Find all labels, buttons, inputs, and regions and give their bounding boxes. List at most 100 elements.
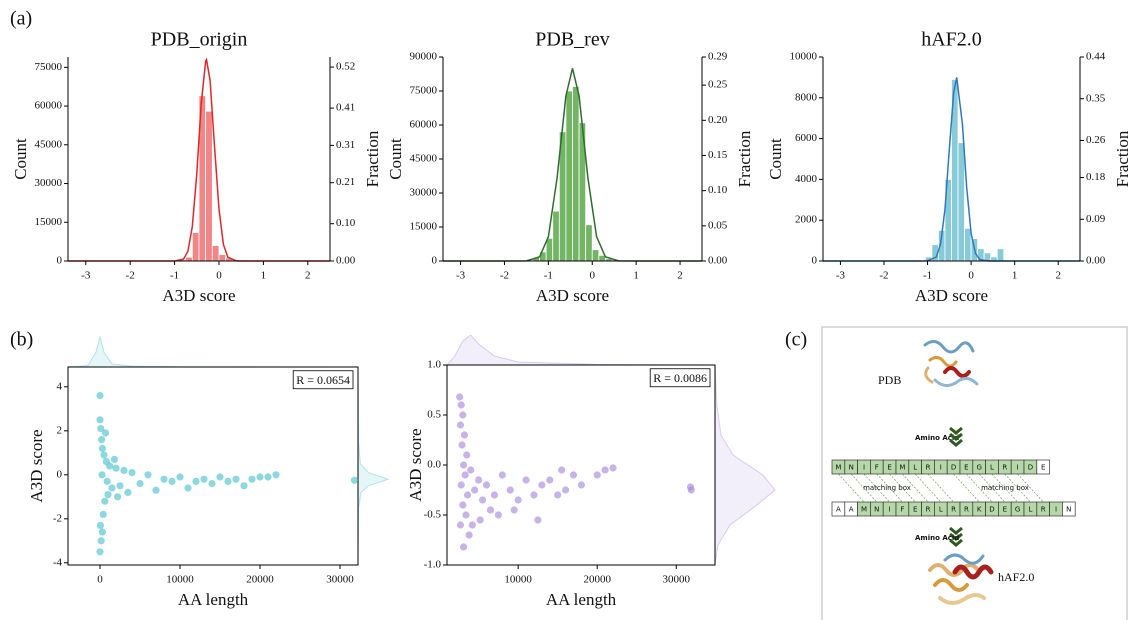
match-link xyxy=(1017,473,1044,503)
point xyxy=(96,416,104,424)
y-tick-label: 0.5 xyxy=(427,409,441,421)
point xyxy=(160,475,168,483)
x-tick-label: -1 xyxy=(923,270,932,282)
point xyxy=(456,521,465,529)
x-tick-label: 30000 xyxy=(326,574,354,586)
point xyxy=(144,471,152,479)
residue: D xyxy=(989,506,994,514)
y2-axis-label: Fraction xyxy=(1113,130,1131,187)
x-tick-label: 1 xyxy=(633,270,639,282)
y-tick-label: 90000 xyxy=(410,51,438,63)
residue: A xyxy=(849,506,854,514)
residue: G xyxy=(976,464,981,472)
bar xyxy=(585,224,593,262)
residue: I xyxy=(940,464,942,472)
x-tick-label: 0 xyxy=(97,574,103,586)
residue: I xyxy=(1055,506,1057,514)
point xyxy=(112,464,120,472)
x-axis-label: A3D score xyxy=(536,286,609,305)
residue: N xyxy=(1066,506,1071,514)
x-tick-label: 0 xyxy=(590,270,596,282)
residue: A xyxy=(836,506,841,514)
point xyxy=(103,477,111,485)
y2-tick-label: 0.31 xyxy=(336,139,355,151)
x-tick-label: -2 xyxy=(879,270,888,282)
residue: N xyxy=(849,464,854,472)
point xyxy=(96,548,104,556)
point xyxy=(486,506,495,514)
point xyxy=(98,436,106,444)
fit-line xyxy=(443,68,702,262)
y-tick-label: 0 xyxy=(57,468,63,480)
y-tick-label: -2 xyxy=(53,512,62,524)
point xyxy=(136,480,144,488)
residue: E xyxy=(964,464,968,472)
point xyxy=(494,511,502,519)
step-label: Amino Acid xyxy=(915,434,959,442)
x-tick-label: 2 xyxy=(305,270,311,282)
residue: I xyxy=(863,464,865,472)
residue: I xyxy=(889,506,891,514)
residue: N xyxy=(874,506,879,514)
point xyxy=(108,484,116,492)
panel-label: (c) xyxy=(785,329,807,351)
panel-label: (a) xyxy=(10,8,32,30)
panel-label: (b) xyxy=(10,329,33,351)
point xyxy=(192,477,200,485)
residue: G xyxy=(1015,506,1020,514)
y-density xyxy=(357,369,390,563)
x-tick-label: 0 xyxy=(216,270,222,282)
point xyxy=(538,481,546,489)
y-tick-label: 75000 xyxy=(35,61,63,73)
residue: E xyxy=(913,506,917,514)
y-tick-label: 8000 xyxy=(795,91,818,103)
box-label: matching box xyxy=(863,484,911,492)
y-tick-label: -4 xyxy=(53,556,63,568)
point xyxy=(248,475,256,483)
y-tick-label: 15000 xyxy=(35,216,63,228)
point xyxy=(216,473,224,481)
match-link xyxy=(838,473,865,503)
diagram: PDB Amino Acid M N I F E M L R I D E G L R I D EA A M N I F E R… xyxy=(821,326,1128,620)
y-density xyxy=(714,364,776,566)
chevrons xyxy=(949,426,963,547)
bar xyxy=(545,237,554,262)
y-tick-label: 75000 xyxy=(410,85,438,97)
bar xyxy=(185,256,193,262)
point xyxy=(558,466,566,474)
residue: L xyxy=(990,464,994,472)
structure-label: PDB xyxy=(878,373,901,387)
point xyxy=(184,484,192,492)
point xyxy=(102,429,110,437)
bar xyxy=(964,227,972,262)
y-axis-label: A3D score xyxy=(27,429,46,502)
point xyxy=(530,491,538,499)
point xyxy=(463,451,471,459)
point xyxy=(97,537,105,545)
step-label: Amino Acid xyxy=(915,534,959,542)
residue: E xyxy=(887,464,891,472)
residue: M xyxy=(899,464,905,472)
point xyxy=(124,488,132,496)
residue: F xyxy=(900,506,904,514)
x-tick-label: 2 xyxy=(677,270,683,282)
x-tick-label: -2 xyxy=(500,270,509,282)
point xyxy=(457,481,465,489)
point xyxy=(128,469,136,477)
point xyxy=(168,477,176,485)
point xyxy=(200,475,208,483)
plot-frame xyxy=(446,364,716,566)
y2-tick-label: 0.44 xyxy=(1086,51,1106,63)
match-link xyxy=(953,473,980,503)
y2-tick-label: 0.05 xyxy=(708,219,728,231)
y-tick-label: 1.0 xyxy=(427,359,441,371)
point xyxy=(459,411,467,419)
fit-line xyxy=(68,57,330,262)
x-tick-label: 20000 xyxy=(583,574,611,586)
x-tick-label: -3 xyxy=(81,270,91,282)
match-link xyxy=(978,473,1006,503)
point xyxy=(462,511,470,519)
point xyxy=(97,425,105,433)
y-tick-label: -1.0 xyxy=(424,559,442,571)
